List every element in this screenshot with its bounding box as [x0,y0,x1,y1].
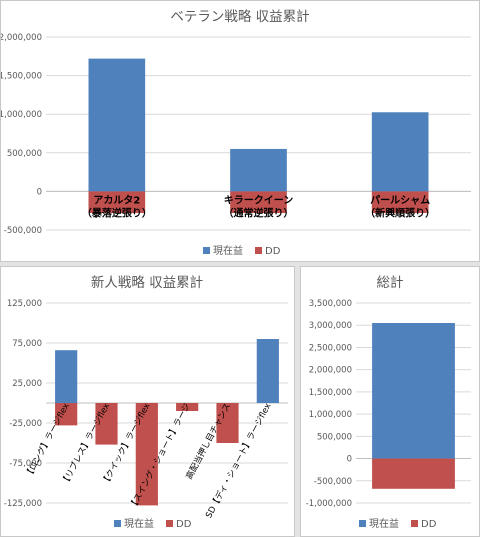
legend-label: 現在益 [369,517,399,530]
legend-swatch-profit [114,520,121,527]
y-tick-label: 2,000,000 [309,366,352,376]
category-label: パールシャム [370,194,430,206]
profit-bar [256,339,279,403]
category-label: 【ロング】ラージflex [23,401,72,480]
profit-bar [371,112,429,192]
y-tick-label: 1,000,000 [1,110,42,120]
chart-title: 新人戦略 収益累計 [91,275,203,291]
veteran-strategy-chart: ベテラン戦略 収益累計 2,000,000 1,500,000 1,000,000 5… [1,9,471,257]
total-chart-panel: 総計 3,500,000 3,000,000 2,500,000 2,000,000 1… [300,266,480,537]
drawdown-bar [55,403,78,426]
y-tick-label: 1,000,000 [309,410,352,420]
category-label: （新興順張り） [365,206,435,219]
y-tick-label: 1,500,000 [309,388,352,398]
legend-label: DD [176,519,192,530]
drawdown-bar [135,403,158,506]
y-tick-label: 0 [37,187,42,197]
rookie-strategy-chart-panel: 新人戦略 収益累計 125,000 75,000 25,000 -25,000 -75,… [0,266,295,537]
y-tick-label: 25,000 [12,379,42,389]
y-tick-label: 2,500,000 [309,343,352,353]
profit-bar [230,148,287,192]
y-tick-label: -500,000 [4,226,42,236]
drawdown-bar [88,191,146,214]
rookie-strategy-chart: 新人戦略 収益累計 125,000 75,000 25,000 -25,000 -75,… [4,275,288,530]
y-tick-label: -25,000 [9,419,42,429]
legend-swatch-drawdown [255,247,262,254]
y-tick-label: 500,000 [7,149,42,159]
drawdown-bar [95,403,118,445]
y-tick-label: 500,000 [317,432,352,442]
drawdown-bar [216,403,239,443]
y-tick-label: -1,000,000 [306,499,352,509]
legend-swatch-drawdown [166,520,173,527]
legend-swatch-drawdown [411,520,418,527]
drawdown-bar [372,458,455,489]
category-label: （暴落逆張り） [82,206,152,219]
profit-bar [372,323,455,459]
legend-swatch-profit [359,520,366,527]
chart-title: 総計 [377,275,404,291]
drawdown-bar [230,191,287,214]
profit-bar [88,58,146,192]
y-tick-label: 125,000 [7,299,42,309]
y-tick-label: -75,000 [9,459,42,469]
veteran-strategy-chart-panel: ベテラン戦略 収益累計 2,000,000 1,500,000 1,000,000 5… [0,0,480,262]
y-tick-label: 75,000 [12,339,42,349]
legend-label: DD [265,246,281,257]
y-tick-label: 0 [347,455,352,465]
category-label: キラークイーン [224,194,294,206]
category-label: （通常逆張り） [224,206,294,219]
y-tick-label: 2,000,000 [1,33,42,43]
drawdown-bar [371,191,429,214]
y-tick-label: -500,000 [314,477,352,487]
legend-label: 現在益 [124,517,154,530]
drawdown-bar [176,403,199,411]
chart-title: ベテラン戦略 収益累計 [170,9,309,25]
y-tick-label: 3,500,000 [309,299,352,309]
legend-swatch-profit [203,247,210,254]
legend-label: 現在益 [213,244,243,257]
category-label: アカルタ2 [93,194,140,206]
profit-bar [55,350,78,403]
total-chart: 総計 3,500,000 3,000,000 2,500,000 2,000,000 1… [306,275,471,530]
y-tick-label: -125,000 [4,499,42,509]
y-tick-label: 1,500,000 [1,72,42,82]
y-tick-label: 3,000,000 [309,321,352,331]
legend-label: DD [421,519,437,530]
